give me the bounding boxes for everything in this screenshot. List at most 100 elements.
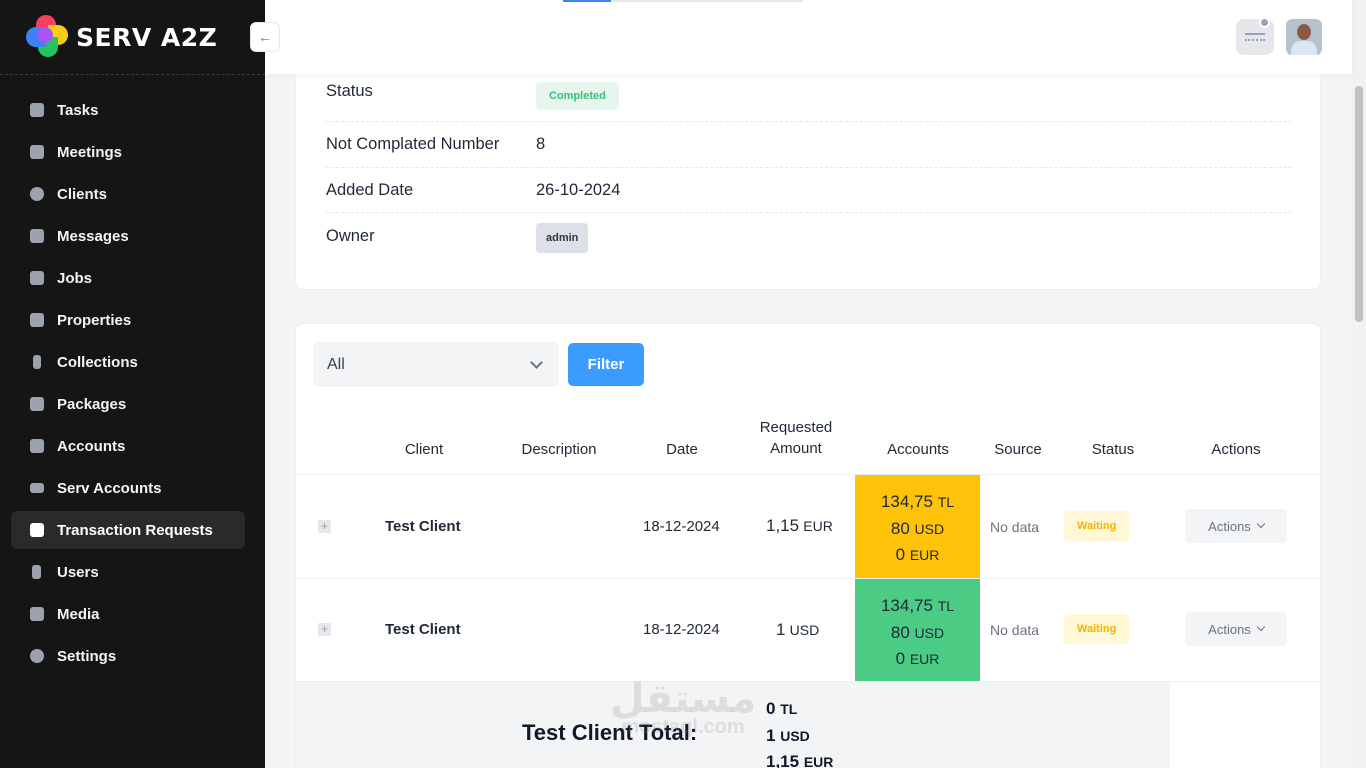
user-avatar[interactable] xyxy=(1286,19,1322,55)
owner-label: Owner xyxy=(326,227,375,245)
balance-value: 134,75 xyxy=(880,596,933,615)
sidebar-item-users[interactable]: Users xyxy=(11,553,245,591)
account-balance: 134,75 TL xyxy=(855,593,980,620)
account-balance: 80 USD xyxy=(855,620,980,647)
row-actions-button[interactable]: Actions xyxy=(1185,509,1287,543)
balance-currency: TL xyxy=(937,494,955,510)
filter-button[interactable]: Filter xyxy=(568,343,644,386)
row-accounts-cell: 134,75 TL 80 USD 0 EUR xyxy=(855,579,980,682)
avatar-head xyxy=(1297,24,1311,40)
scrollbar-thumb[interactable] xyxy=(1355,86,1363,322)
balance-value: 134,75 xyxy=(880,492,933,511)
not-completed-label: Not Complated Number xyxy=(326,135,500,153)
sidebar-item-label: Clients xyxy=(57,185,108,203)
calendar-icon xyxy=(30,145,44,159)
account-balance: 0 EUR xyxy=(855,542,980,569)
sidebar-nav: Tasks Meetings Clients Messages Jobs Pro… xyxy=(0,75,265,675)
filter-select-value: All xyxy=(327,355,345,373)
notification-dot xyxy=(1259,17,1270,28)
column-header-date: Date xyxy=(666,441,698,458)
column-header-description: Description xyxy=(521,441,597,458)
total-currency: EUR xyxy=(803,754,834,768)
avatar-body xyxy=(1291,41,1317,55)
added-date-value: 26-10-2024 xyxy=(536,181,621,199)
chevron-down-icon xyxy=(1256,519,1266,529)
row-date: 18-12-2024 xyxy=(643,621,720,638)
client-total-values: 0 TL 1 USD 1,15 EUR xyxy=(766,696,833,768)
row-divider xyxy=(296,681,1320,682)
sidebar-item-media[interactable]: Media xyxy=(11,595,245,633)
sidebar-item-accounts[interactable]: Accounts xyxy=(11,427,245,465)
balance-currency: USD xyxy=(914,624,945,641)
client-total-row: Test Client Total: 0 TL 1 USD 1,15 EUR xyxy=(296,682,1170,768)
sidebar-item-label: Meetings xyxy=(57,143,123,161)
row-status-badge: Waiting xyxy=(1064,614,1130,644)
owner-value: admin xyxy=(536,223,589,253)
total-value: 1 USD xyxy=(766,723,833,750)
sidebar-item-label: Jobs xyxy=(57,269,93,287)
actions-label: Actions xyxy=(1208,518,1251,534)
row-client: Test Client xyxy=(385,518,461,535)
notifications-button[interactable] xyxy=(1236,17,1274,55)
sidebar-item-packages[interactable]: Packages xyxy=(11,385,245,423)
chevron-down-icon xyxy=(530,356,543,369)
balance-value: 0 xyxy=(895,649,906,668)
gear-icon xyxy=(30,649,44,663)
sidebar-item-properties[interactable]: Properties xyxy=(11,301,245,339)
transactions-table-card: All Filter Client Description Date Reque… xyxy=(295,323,1321,768)
row-requested-amount: 1,15 EUR xyxy=(766,516,833,536)
sidebar-item-serv-accounts[interactable]: Serv Accounts xyxy=(11,469,245,507)
not-completed-value: 8 xyxy=(536,135,546,153)
arrow-left-icon: ← xyxy=(258,29,272,45)
wallet-icon xyxy=(30,523,44,537)
status-badge: Completed xyxy=(536,82,619,110)
row-status-badge: Waiting xyxy=(1064,511,1130,541)
folder-icon xyxy=(30,607,44,621)
info-row-owner: Owner admin xyxy=(326,223,1292,267)
balance-value: 0 xyxy=(895,545,906,564)
total-value: 1,15 EUR xyxy=(766,749,833,768)
sidebar-item-label: Messages xyxy=(57,227,129,245)
page-scrollbar[interactable] xyxy=(1352,0,1366,768)
balance-currency: USD xyxy=(914,520,945,537)
sidebar-item-clients[interactable]: Clients xyxy=(11,175,245,213)
sidebar-item-messages[interactable]: Messages xyxy=(11,217,245,255)
row-source: No data xyxy=(990,519,1040,535)
sidebar-item-label: Serv Accounts xyxy=(57,479,162,497)
sidebar-item-jobs[interactable]: Jobs xyxy=(11,259,245,297)
user-icon xyxy=(32,565,41,579)
expand-row-button[interactable]: + xyxy=(318,520,331,533)
row-date: 18-12-2024 xyxy=(643,518,720,535)
sidebar-item-tasks[interactable]: Tasks xyxy=(11,91,245,129)
brand-logo[interactable]: SERV A2Z xyxy=(0,0,265,75)
account-balance: 80 USD xyxy=(855,516,980,543)
row-actions-button[interactable]: Actions xyxy=(1185,612,1287,646)
info-row-status: Status Completed xyxy=(326,82,1292,122)
row-client: Test Client xyxy=(385,621,461,638)
request-info-card: Status Completed Not Complated Number 8 … xyxy=(295,60,1321,290)
column-header-source: Source xyxy=(994,441,1042,458)
row-source: No data xyxy=(990,622,1040,638)
row-requested-amount: 1 USD xyxy=(776,620,819,640)
balance-currency: EUR xyxy=(909,651,940,667)
users-icon xyxy=(30,187,44,201)
column-header-status: Status xyxy=(1091,441,1135,458)
sidebar-item-label: Transaction Requests xyxy=(57,521,213,539)
sidebar-item-label: Media xyxy=(57,605,100,623)
balance-currency: TL xyxy=(937,598,955,614)
logo-icon xyxy=(24,15,68,59)
info-row-not-completed: Not Complated Number 8 xyxy=(326,135,1292,213)
sidebar-item-label: Settings xyxy=(57,647,117,665)
expand-row-button[interactable]: + xyxy=(318,623,331,636)
info-divider xyxy=(326,167,1292,168)
sidebar-item-collections[interactable]: Collections xyxy=(11,343,245,381)
column-header-requested-amount: Requested Amount xyxy=(759,419,833,457)
sidebar-item-meetings[interactable]: Meetings xyxy=(11,133,245,171)
sidebar-item-transaction-requests[interactable]: Transaction Requests xyxy=(11,511,245,549)
balance-currency: EUR xyxy=(909,547,940,563)
sidebar-item-settings[interactable]: Settings xyxy=(11,637,245,675)
amount-currency: EUR xyxy=(803,518,833,534)
filter-select[interactable]: All xyxy=(313,342,559,387)
header-divider xyxy=(296,474,1320,475)
sidebar-collapse-button[interactable]: ← xyxy=(250,22,280,52)
